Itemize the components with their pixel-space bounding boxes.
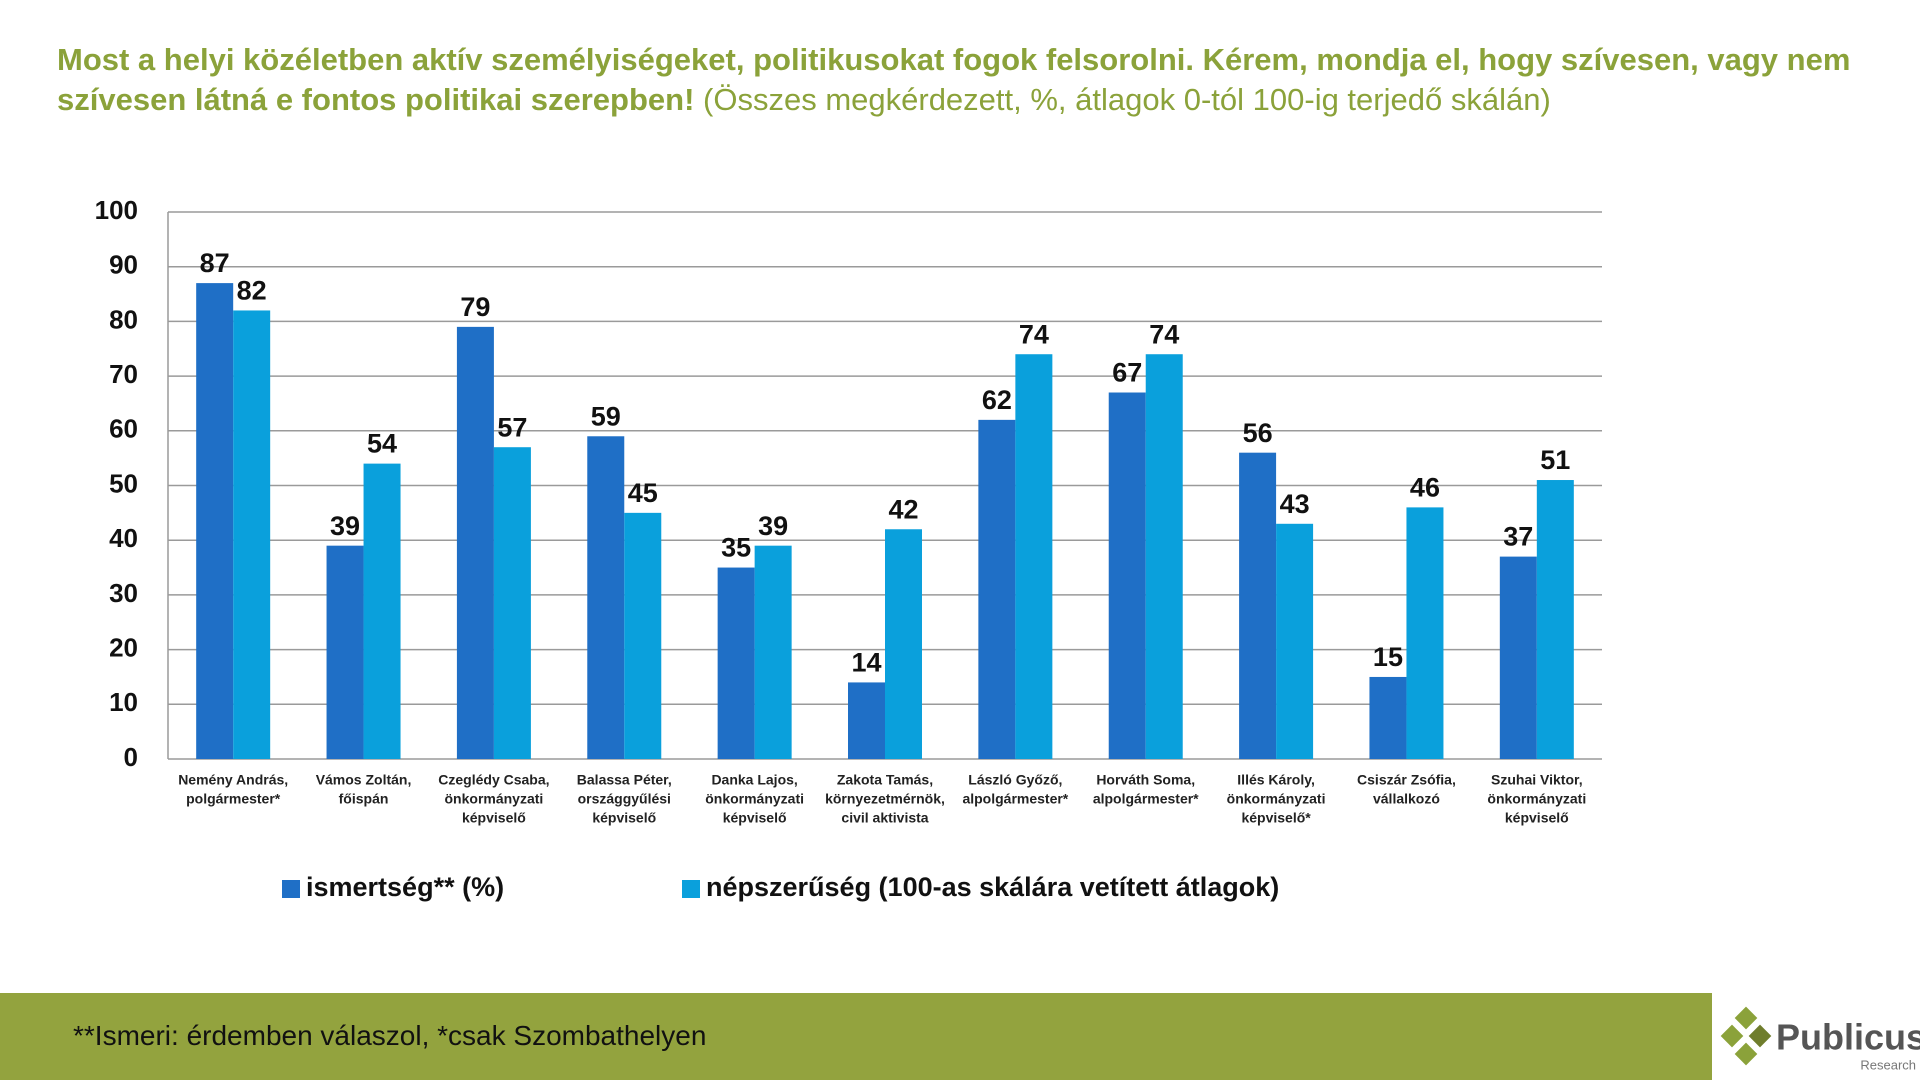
bar bbox=[1406, 507, 1444, 759]
data-label: 54 bbox=[367, 429, 397, 459]
data-label: 82 bbox=[237, 276, 267, 306]
data-label: 57 bbox=[497, 412, 527, 442]
x-tick-label: képviselő* bbox=[1241, 810, 1311, 826]
footer-bar bbox=[0, 993, 1712, 1080]
logo: Publicus Research bbox=[1720, 1006, 1920, 1072]
bar bbox=[1536, 480, 1574, 759]
x-tick-label: önkormányzati bbox=[705, 791, 804, 807]
x-tick-label: környezetmérnök, bbox=[825, 791, 945, 807]
bar bbox=[326, 545, 364, 759]
data-label: 62 bbox=[982, 385, 1012, 415]
x-tick-label: önkormányzati bbox=[445, 791, 544, 807]
bar bbox=[233, 310, 271, 759]
bar bbox=[754, 545, 792, 759]
x-tick-label: Zakota Tamás, bbox=[837, 772, 933, 788]
data-label: 46 bbox=[1410, 473, 1440, 503]
x-tick-label: főispán bbox=[339, 791, 389, 807]
data-label: 45 bbox=[628, 478, 658, 508]
data-label: 42 bbox=[888, 494, 918, 524]
data-label: 87 bbox=[200, 248, 230, 278]
data-label: 37 bbox=[1503, 522, 1533, 552]
legend-label: ismertség** (%) bbox=[306, 872, 504, 902]
legend-label: népszerűség (100-as skálára vetített átl… bbox=[706, 872, 1279, 902]
bar bbox=[196, 283, 234, 759]
bar bbox=[363, 463, 401, 759]
y-tick-label: 100 bbox=[95, 195, 138, 225]
x-tick-label: polgármester* bbox=[186, 791, 281, 807]
y-tick-label: 80 bbox=[109, 304, 138, 334]
legend-marker bbox=[282, 880, 300, 898]
x-tick-label: országgyűlési bbox=[578, 791, 671, 807]
data-label: 15 bbox=[1373, 642, 1403, 672]
logo-icon bbox=[1720, 1006, 1772, 1066]
x-tick-label: Szuhai Viktor, bbox=[1491, 772, 1583, 788]
data-label: 79 bbox=[460, 292, 490, 322]
bar bbox=[1015, 354, 1053, 759]
bar bbox=[848, 682, 885, 759]
x-tick-label: önkormányzati bbox=[1227, 791, 1326, 807]
title-main: Most a helyi közéletben aktív személyisé… bbox=[57, 42, 1851, 117]
data-label: 74 bbox=[1149, 319, 1179, 349]
bar bbox=[493, 447, 531, 759]
footnote: **Ismeri: érdemben válaszol, *csak Szomb… bbox=[73, 1020, 707, 1051]
x-tick-label: képviselő bbox=[1505, 810, 1569, 826]
x-tick-label: képviselő bbox=[462, 810, 526, 826]
x-tick-label: önkormányzati bbox=[1487, 791, 1586, 807]
x-tick-label: Nemény András, bbox=[178, 772, 288, 788]
bar bbox=[456, 326, 494, 759]
x-tick-label: Danka Lajos, bbox=[711, 772, 797, 788]
chart: 0 10 20 30 40 50 60 70 80 90 100 Nemény András, polg… bbox=[95, 195, 1602, 902]
logo-name: Publicus bbox=[1776, 1017, 1920, 1058]
bar bbox=[978, 419, 1016, 759]
y-tick-label: 70 bbox=[109, 359, 138, 389]
logo-tagline: Research bbox=[1860, 1057, 1916, 1072]
x-tick-label: László Győző, bbox=[968, 772, 1062, 788]
data-label: 51 bbox=[1540, 445, 1570, 475]
x-tick-label: Vámos Zoltán, bbox=[316, 772, 412, 788]
bar bbox=[1499, 556, 1537, 759]
data-label: 39 bbox=[330, 511, 360, 541]
bar bbox=[1108, 392, 1146, 759]
bar bbox=[1239, 452, 1277, 759]
y-tick-label: 20 bbox=[109, 632, 138, 662]
data-label: 59 bbox=[591, 401, 621, 431]
data-label: 74 bbox=[1019, 319, 1049, 349]
bar bbox=[624, 512, 662, 759]
x-tick-label: alpolgármester* bbox=[1093, 791, 1199, 807]
x-tick-label: civil aktivista bbox=[841, 810, 928, 826]
subtitle: (Összes megkérdezett, %, átlagok 0-tól 1… bbox=[703, 82, 1551, 117]
y-tick-label: 30 bbox=[109, 578, 138, 608]
data-label: 43 bbox=[1280, 489, 1310, 519]
y-tick-label: 60 bbox=[109, 414, 138, 444]
data-label: 14 bbox=[851, 648, 881, 678]
x-tick-label: képviselő bbox=[592, 810, 656, 826]
x-tick-label: képviselő bbox=[723, 810, 787, 826]
data-label: 56 bbox=[1243, 418, 1273, 448]
bar bbox=[885, 529, 922, 759]
data-label: 39 bbox=[758, 511, 788, 541]
x-tick-label: vállalkozó bbox=[1373, 791, 1440, 807]
x-tick-label: Balassa Péter, bbox=[577, 772, 672, 788]
x-tick-label: Illés Károly, bbox=[1237, 772, 1315, 788]
x-tick-label: Csiszár Zsófia, bbox=[1357, 772, 1456, 788]
bar bbox=[1145, 354, 1183, 759]
x-tick-label: alpolgármester* bbox=[962, 791, 1068, 807]
legend-marker bbox=[682, 880, 700, 898]
y-tick-label: 40 bbox=[109, 523, 138, 553]
bar bbox=[717, 567, 755, 759]
x-tick-label: Horváth Soma, bbox=[1096, 772, 1195, 788]
bar bbox=[1276, 523, 1314, 759]
data-label: 67 bbox=[1112, 358, 1142, 388]
data-label: 35 bbox=[721, 533, 751, 563]
y-tick-label: 90 bbox=[109, 250, 138, 280]
y-tick-label: 10 bbox=[109, 687, 138, 717]
x-tick-label: Czeglédy Csaba, bbox=[438, 772, 549, 788]
y-tick-label: 50 bbox=[109, 468, 138, 498]
bar bbox=[587, 436, 625, 759]
bar bbox=[1369, 676, 1407, 759]
chart-title: Most a helyi közéletben aktív személyisé… bbox=[57, 40, 1857, 120]
y-tick-label: 0 bbox=[124, 742, 138, 772]
